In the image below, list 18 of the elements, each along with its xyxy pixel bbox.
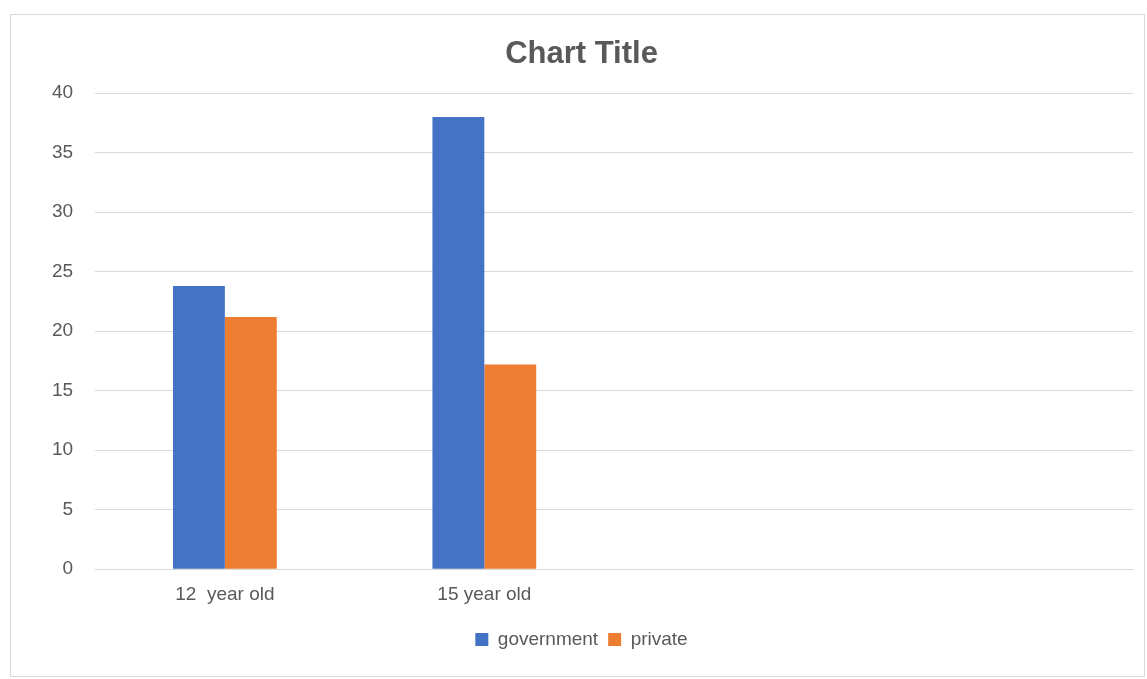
y-tick-label: 10 — [51, 438, 74, 460]
y-tick-label: 15 — [51, 378, 74, 400]
bar — [172, 285, 225, 569]
legend-label: private — [630, 627, 688, 649]
x-tick-label: 12 year old — [175, 582, 275, 604]
y-tick-label: 30 — [51, 200, 74, 222]
chart-title: Chart Title — [505, 35, 658, 71]
y-tick-label: 5 — [62, 497, 74, 519]
y-tick-label: 35 — [51, 140, 74, 162]
y-tick-label: 40 — [51, 81, 74, 103]
bar — [484, 364, 537, 569]
legend-label: government — [497, 627, 599, 649]
y-tick-label: 20 — [51, 319, 74, 341]
bar — [432, 117, 485, 569]
bar — [224, 316, 277, 569]
y-tick-label: 25 — [51, 259, 74, 281]
y-tick-label: 0 — [62, 557, 74, 579]
x-tick-label: 15 year old — [437, 582, 532, 604]
